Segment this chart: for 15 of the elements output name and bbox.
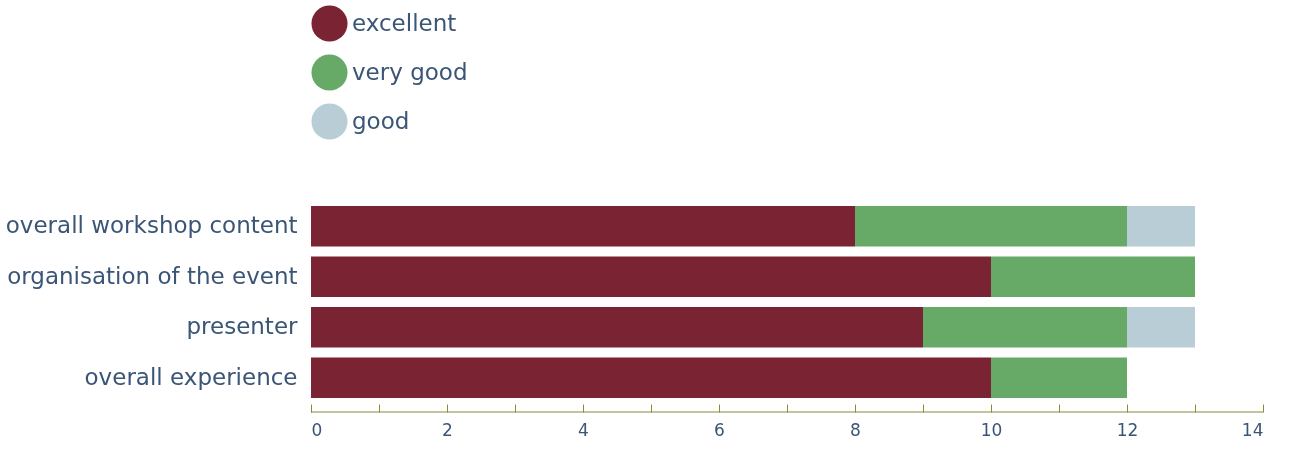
y-tick-label: overall workshop content [5,212,298,239]
x-tick-label: 10 [980,419,1003,440]
x-tick-label: 6 [714,419,725,440]
y-tick-label: organisation of the event [7,262,298,289]
legend-label: good [352,107,410,134]
legend-label: very good [352,58,468,85]
x-tick-label: 4 [578,419,589,440]
x-tick-label: 2 [442,419,453,440]
y-tick-label: overall experience [84,363,298,390]
x-tick-label: 14 [1241,419,1264,440]
y-tick-label: presenter [186,313,299,340]
x-tick-label: 8 [850,419,861,440]
legend-label: excellent [352,9,457,36]
x-tick-label: 12 [1116,419,1139,440]
x-tick-label: 0 [311,419,323,440]
